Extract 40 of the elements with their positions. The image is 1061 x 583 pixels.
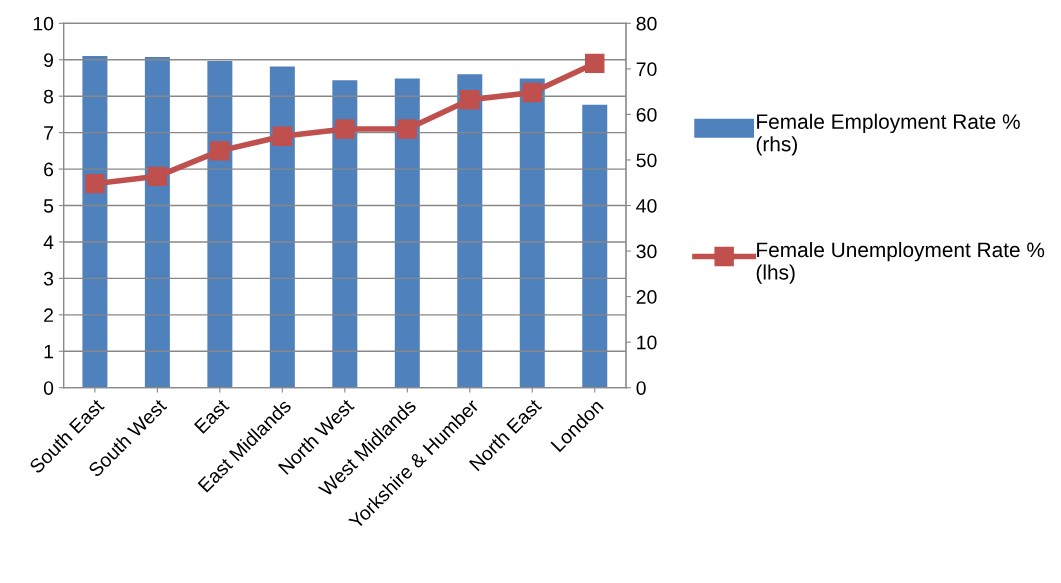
y-tick-label: 2 — [44, 308, 53, 322]
y-tick-label: 3 — [43, 271, 54, 286]
y2-tick-label: 10 — [637, 335, 657, 350]
y2-tick-label: 40 — [636, 198, 657, 213]
point — [460, 90, 480, 110]
y2-tick-label: 60 — [636, 107, 657, 122]
y2-tick-label: 30 — [636, 244, 657, 259]
y-tick-label: 9 — [44, 53, 54, 67]
y-tick-label: 0 — [43, 381, 54, 395]
bar — [582, 104, 608, 388]
bar — [144, 57, 170, 388]
bar — [394, 78, 420, 388]
y2-tick-label: 50 — [636, 153, 657, 168]
y-tick-label: 10 — [33, 16, 54, 31]
bar — [457, 74, 483, 388]
point — [272, 126, 293, 146]
bar — [207, 61, 233, 388]
y-tick-label: 7 — [44, 126, 53, 140]
point — [210, 141, 230, 161]
bar — [332, 80, 358, 388]
y2-tick-label: 0 — [636, 381, 646, 395]
y-tick-label: 5 — [43, 199, 54, 213]
point — [147, 166, 168, 187]
y2-tick-label: 80 — [636, 16, 657, 31]
legend-label: Female Employment Rate % (rhs) — [756, 113, 1020, 156]
bar — [519, 78, 545, 388]
y-tick-label: 6 — [44, 162, 54, 177]
bar — [269, 66, 295, 388]
y2-tick-label: 20 — [636, 290, 657, 304]
point — [522, 82, 542, 103]
y-tick-label: 8 — [43, 89, 54, 104]
y2-tick-label: 70 — [636, 62, 657, 77]
point — [85, 173, 105, 194]
bar — [82, 56, 108, 388]
point — [585, 53, 605, 74]
legend-label: Female Unemployment Rate % (lhs) — [756, 241, 1045, 284]
y-tick-label: 4 — [43, 235, 54, 249]
y-tick-label: 1 — [44, 344, 53, 359]
point — [335, 119, 355, 139]
point — [397, 119, 418, 139]
